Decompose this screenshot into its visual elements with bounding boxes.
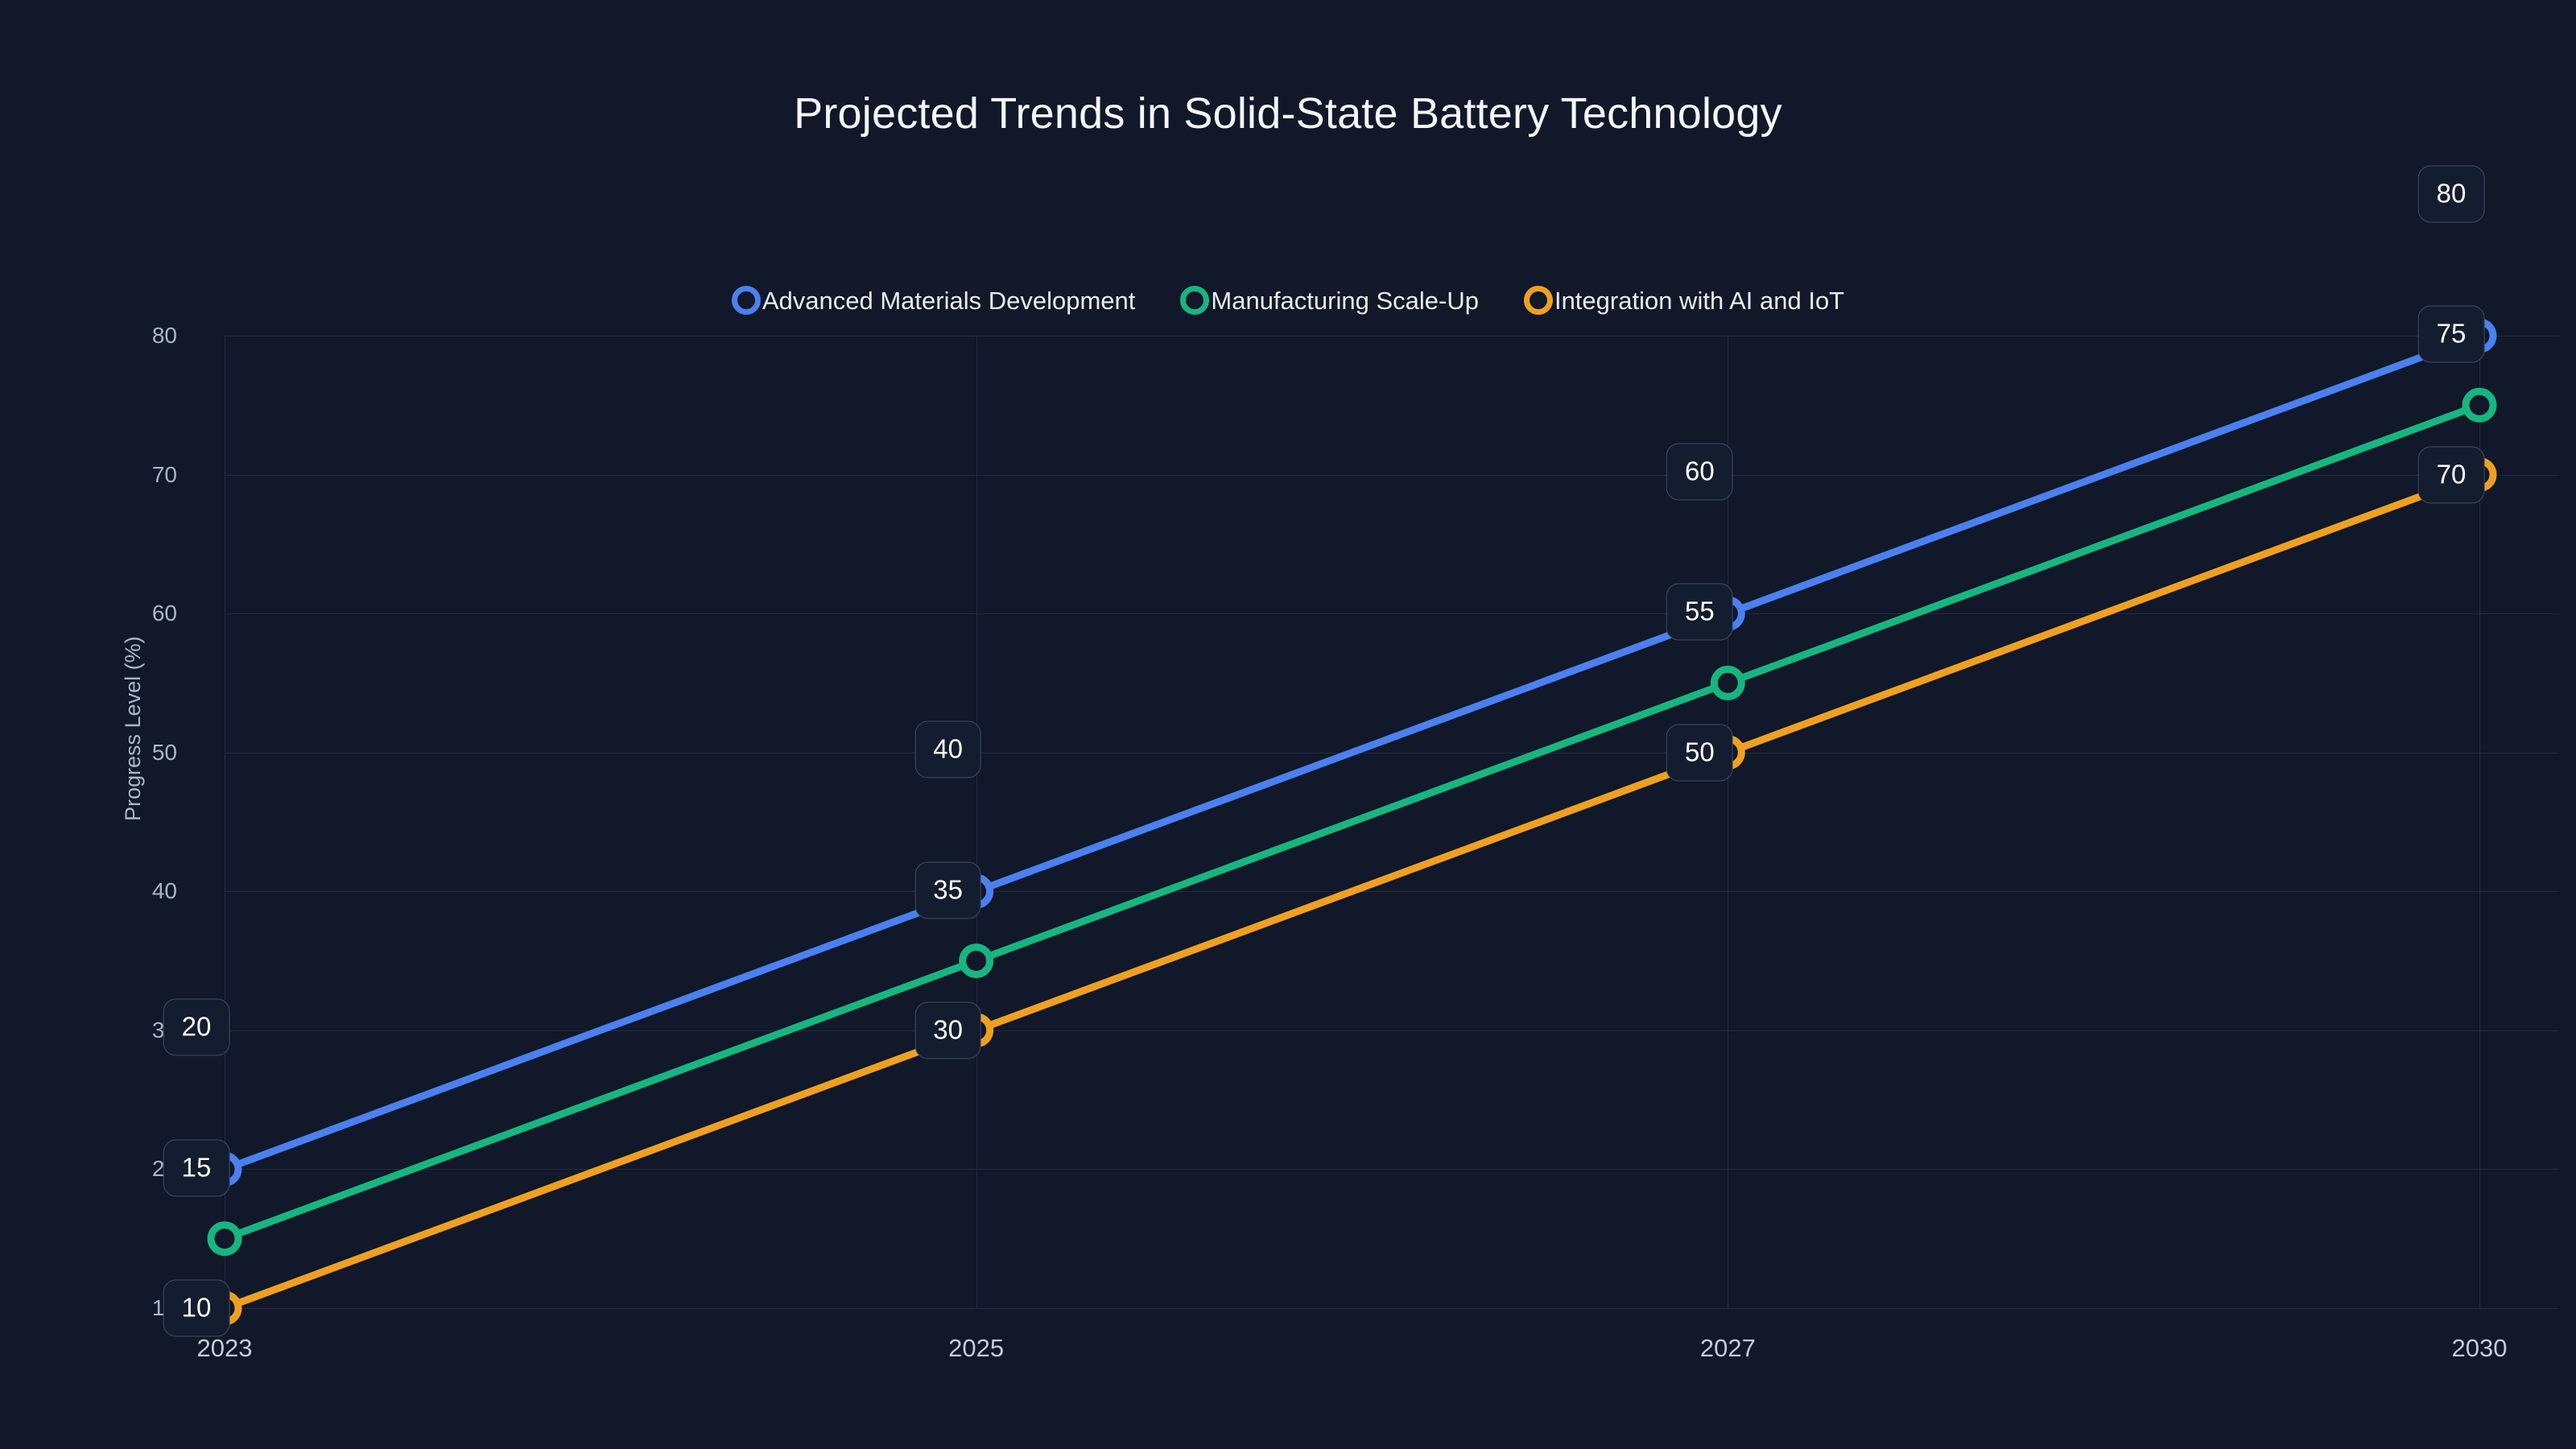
plot-area <box>225 336 2559 1309</box>
x-tick-label: 2027 <box>1699 1334 1756 1362</box>
chart-legend: Advanced Materials Development Manufactur… <box>0 286 2576 315</box>
data-point-label: 60 <box>1666 443 1733 501</box>
gridline-vertical <box>976 336 977 1308</box>
data-point-label: 15 <box>163 1139 230 1197</box>
gridline-horizontal <box>225 613 2559 615</box>
data-point-label: 20 <box>163 998 230 1056</box>
y-axis-title: Progress Level (%) <box>121 636 145 821</box>
data-point-label: 10 <box>163 1279 230 1337</box>
legend-item-label: Integration with AI and IoT <box>1554 286 1845 315</box>
y-tick-label: 80 <box>151 323 177 348</box>
data-point-label: 40 <box>914 720 982 778</box>
data-point-label: 30 <box>914 1001 982 1059</box>
y-tick-label: 60 <box>151 601 177 626</box>
legend-marker-icon <box>731 286 761 315</box>
data-point-label: 55 <box>1666 583 1733 641</box>
legend-marker-icon <box>1180 286 1210 315</box>
data-point-label: 75 <box>2417 305 2485 363</box>
gridline-horizontal <box>225 1169 2559 1170</box>
legend-marker-icon <box>1523 286 1553 315</box>
legend-item-2[interactable]: Manufacturing Scale-Up <box>1180 286 1479 315</box>
x-tick-label: 2025 <box>948 1334 1005 1362</box>
legend-item-label: Advanced Materials Development <box>762 286 1136 315</box>
data-point-label: 50 <box>1666 724 1733 782</box>
y-tick-label: 50 <box>151 739 177 765</box>
data-point-label: 80 <box>2417 165 2485 223</box>
legend-item-3[interactable]: Integration with AI and IoT <box>1523 286 1845 315</box>
legend-item-1[interactable]: Advanced Materials Development <box>731 286 1136 315</box>
data-point-label: 35 <box>914 861 982 919</box>
y-tick-label: 70 <box>151 461 177 487</box>
chart-title: Projected Trends in Solid-State Battery … <box>794 89 1782 138</box>
gridline-horizontal <box>225 1030 2559 1031</box>
gridline-horizontal <box>225 891 2559 893</box>
gridline-horizontal <box>225 1308 2559 1309</box>
data-point-label: 70 <box>2417 446 2485 504</box>
x-tick-label: 2030 <box>2451 1334 2508 1362</box>
gridline-horizontal <box>225 474 2559 476</box>
legend-item-label: Manufacturing Scale-Up <box>1211 286 1479 315</box>
x-tick-label: 2023 <box>196 1334 253 1362</box>
y-tick-label: 40 <box>151 878 177 904</box>
